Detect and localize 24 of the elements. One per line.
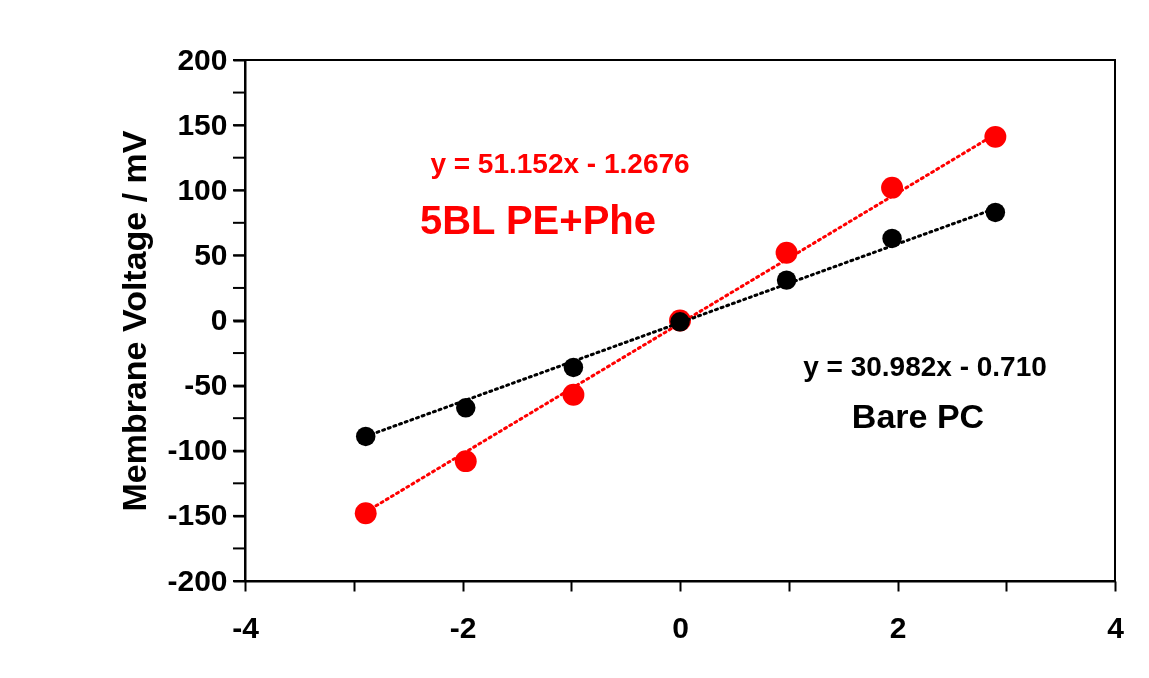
x-tick-label: -4 bbox=[232, 610, 260, 644]
point bbox=[984, 125, 1007, 148]
y-tick-label: -50 bbox=[184, 368, 228, 402]
x-tick-label: -2 bbox=[449, 610, 477, 644]
y-axis-title: Membrane Voltage / mV bbox=[115, 130, 154, 512]
annotation: Bare PC bbox=[851, 397, 985, 435]
series-label: 5BL PE+Phe bbox=[419, 198, 657, 242]
y-tick-label: 100 bbox=[177, 172, 228, 206]
x-tick-label: 2 bbox=[889, 610, 907, 644]
annotation: y = 51.152x - 1.2676 bbox=[430, 148, 690, 179]
y-tick-label: 200 bbox=[177, 42, 228, 76]
point bbox=[881, 176, 904, 199]
y-tick-label: -150 bbox=[167, 498, 228, 532]
y-tick-label: -200 bbox=[167, 563, 228, 597]
y-tick-label: 150 bbox=[177, 107, 228, 141]
y-tick-label: 50 bbox=[194, 237, 228, 271]
y-tick-label: 0 bbox=[210, 303, 228, 336]
text: y = 30.982x - 0.710 bbox=[803, 351, 1047, 382]
x-tick-label: 4 bbox=[1107, 610, 1125, 644]
x-tick-label: 0 bbox=[672, 610, 689, 644]
point bbox=[985, 202, 1006, 223]
point bbox=[454, 450, 477, 473]
y-tick-label: -100 bbox=[167, 433, 228, 467]
point bbox=[354, 502, 377, 525]
